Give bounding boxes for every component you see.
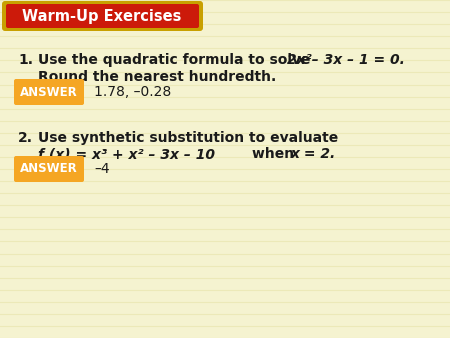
Text: x = 2.: x = 2. bbox=[291, 147, 336, 161]
Text: Use synthetic substitution to evaluate: Use synthetic substitution to evaluate bbox=[38, 131, 338, 145]
Text: Warm-Up Exercises: Warm-Up Exercises bbox=[22, 8, 182, 24]
Text: ANSWER: ANSWER bbox=[20, 163, 78, 175]
Text: Use the quadratic formula to solve: Use the quadratic formula to solve bbox=[38, 53, 315, 67]
FancyBboxPatch shape bbox=[2, 1, 203, 31]
Text: ANSWER: ANSWER bbox=[20, 86, 78, 98]
Text: 2x²– 3x – 1 = 0.: 2x²– 3x – 1 = 0. bbox=[287, 53, 405, 67]
Text: 1.: 1. bbox=[18, 53, 33, 67]
Text: when: when bbox=[252, 147, 299, 161]
FancyBboxPatch shape bbox=[14, 79, 84, 105]
Text: 1.78, –0.28: 1.78, –0.28 bbox=[94, 85, 171, 99]
Text: f (x) = x³ + x² – 3x – 10: f (x) = x³ + x² – 3x – 10 bbox=[38, 147, 220, 161]
FancyBboxPatch shape bbox=[14, 156, 84, 182]
Text: Round the nearest hundredth.: Round the nearest hundredth. bbox=[38, 70, 276, 84]
FancyBboxPatch shape bbox=[6, 4, 199, 28]
Text: –4: –4 bbox=[94, 162, 110, 176]
Text: 2.: 2. bbox=[18, 131, 33, 145]
